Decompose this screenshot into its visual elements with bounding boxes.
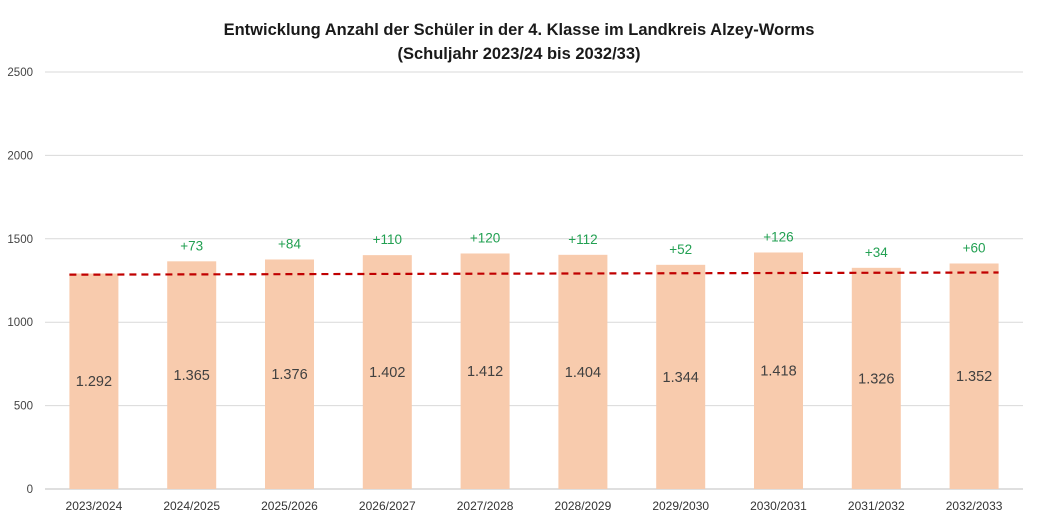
bar-2028-2029 [558,254,608,489]
bar-2032-2033 [949,263,999,489]
trendline [69,271,999,276]
bar-value-label: 1.418 [760,364,796,380]
x-tick-label: 2023/2024 [66,499,123,513]
change-label: +84 [278,236,301,251]
y-tick-label: 2000 [7,150,33,162]
chart-title: Entwicklung Anzahl der Schüler in der 4.… [223,21,815,39]
bar-2030-2031 [754,252,803,489]
change-label: +73 [180,238,203,253]
change-label: +120 [470,230,500,245]
change-label: +110 [373,232,402,247]
bar-value-label: 1.365 [174,368,210,384]
bar-2029-2030 [656,264,706,489]
bar-value-label: 1.412 [467,364,503,380]
bar-2023-2024 [69,273,119,489]
y-tick-label: 1500 [7,234,33,246]
y-tick-label: 2500 [7,67,33,79]
bar-2026-2027 [362,255,412,489]
change-label: +126 [763,229,793,244]
bar-value-label: 1.344 [663,370,699,386]
x-tick-label: 2027/2028 [457,499,514,513]
change-label: +60 [963,240,986,255]
change-label: +112 [568,232,597,247]
x-tick-label: 2025/2026 [261,499,318,513]
x-tick-label: 2030/2031 [750,499,807,513]
x-tick-label: 2031/2032 [848,499,905,513]
x-tick-label: 2024/2025 [163,499,220,513]
bar-value-label: 1.376 [271,367,307,383]
bar-2024-2025 [167,261,217,489]
chart-subtitle: (Schuljahr 2023/24 bis 2032/33) [397,45,641,63]
bar-2025-2026 [265,259,314,489]
chart-title-block: Entwicklung Anzahl der Schüler in der 4.… [0,18,1038,66]
x-tick-label: 2026/2027 [359,499,416,513]
x-tick-label: 2032/2033 [946,499,1003,513]
bar-value-label: 1.402 [369,365,405,381]
y-tick-label: 0 [27,484,33,496]
change-label: +34 [865,245,888,260]
change-label: +52 [669,242,692,257]
bar-value-label: 1.292 [76,374,112,390]
bar-2027-2028 [460,253,510,489]
bar-value-label: 1.352 [956,369,992,385]
y-tick-label: 500 [14,401,33,413]
bar-2031-2032 [851,267,901,489]
bar-value-label: 1.326 [858,371,894,387]
x-tick-label: 2029/2030 [652,499,709,513]
x-tick-label: 2028/2029 [555,499,612,513]
y-tick-label: 1000 [7,317,33,329]
bar-value-label: 1.404 [565,365,601,381]
